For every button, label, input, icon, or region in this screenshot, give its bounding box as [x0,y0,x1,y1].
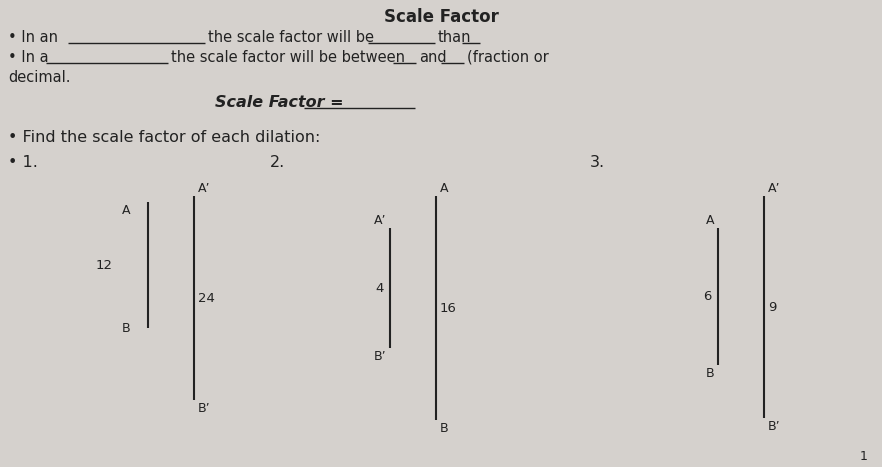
Text: the scale factor will be: the scale factor will be [208,30,374,45]
Text: 1: 1 [860,450,868,463]
Text: B’: B’ [198,402,211,415]
Text: A’: A’ [198,182,211,195]
Text: A’: A’ [373,214,386,227]
Text: B’: B’ [768,420,781,433]
Text: than: than [438,30,472,45]
Text: decimal.: decimal. [8,70,71,85]
Text: B: B [122,322,130,335]
Text: 16: 16 [440,302,457,315]
Text: 2.: 2. [270,155,285,170]
Text: B: B [706,367,714,380]
Text: A: A [440,182,449,195]
Text: 4: 4 [376,282,384,295]
Text: 9: 9 [768,301,776,314]
Text: Scale Factor =: Scale Factor = [215,95,343,110]
Text: 6: 6 [704,290,712,304]
Text: 3.: 3. [590,155,605,170]
Text: Scale Factor: Scale Factor [384,8,498,26]
Text: 12: 12 [96,259,113,272]
Text: A: A [122,204,130,217]
Text: A’: A’ [768,182,781,195]
Text: A: A [706,214,714,227]
Text: the scale factor will be between: the scale factor will be between [171,50,405,65]
Text: • Find the scale factor of each dilation:: • Find the scale factor of each dilation… [8,130,320,145]
Text: 24: 24 [198,292,215,305]
Text: • 1.: • 1. [8,155,38,170]
Text: B’: B’ [373,350,386,363]
Text: and: and [419,50,446,65]
Text: • In a: • In a [8,50,49,65]
Text: • In an: • In an [8,30,58,45]
Text: (fraction or: (fraction or [467,50,549,65]
Text: B: B [440,422,449,435]
